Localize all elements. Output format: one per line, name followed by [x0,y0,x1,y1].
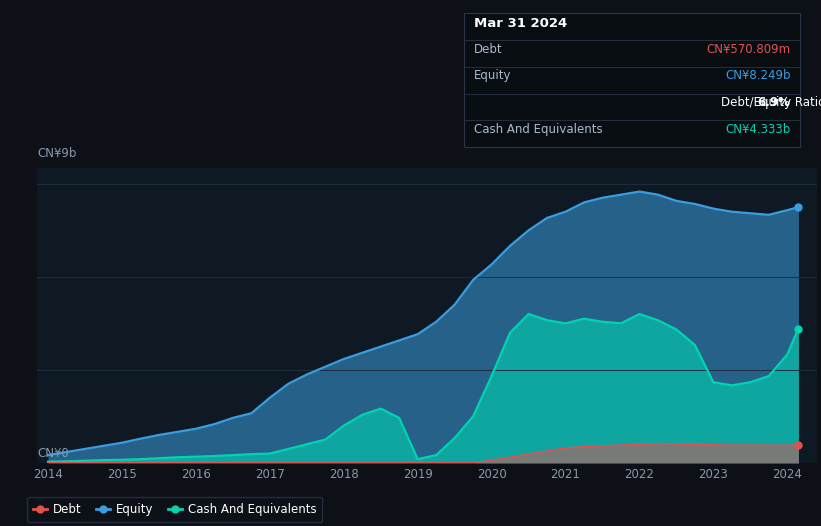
Point [791,203,805,211]
Text: Debt: Debt [474,43,502,56]
Point [791,441,805,449]
Text: CN¥9b: CN¥9b [37,147,76,160]
Text: Equity: Equity [474,69,511,83]
Text: Cash And Equivalents: Cash And Equivalents [474,123,603,136]
Text: Debt/Equity Ratio: Debt/Equity Ratio [721,96,821,109]
Text: Mar 31 2024: Mar 31 2024 [474,17,567,31]
Text: CN¥570.809m: CN¥570.809m [707,43,791,56]
Text: CN¥8.249b: CN¥8.249b [725,69,791,83]
Text: CN¥0: CN¥0 [37,447,69,460]
Point [791,325,805,333]
Text: 6.9%: 6.9% [758,96,791,109]
Legend: Debt, Equity, Cash And Equivalents: Debt, Equity, Cash And Equivalents [27,497,323,522]
Text: CN¥4.333b: CN¥4.333b [726,123,791,136]
